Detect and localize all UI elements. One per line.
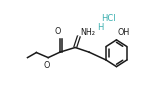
Text: NH₂: NH₂ bbox=[80, 28, 95, 37]
Text: H: H bbox=[97, 23, 103, 32]
Text: O: O bbox=[44, 61, 50, 70]
Text: HCl: HCl bbox=[101, 14, 116, 23]
Text: OH: OH bbox=[117, 28, 130, 37]
Text: O: O bbox=[55, 27, 61, 36]
